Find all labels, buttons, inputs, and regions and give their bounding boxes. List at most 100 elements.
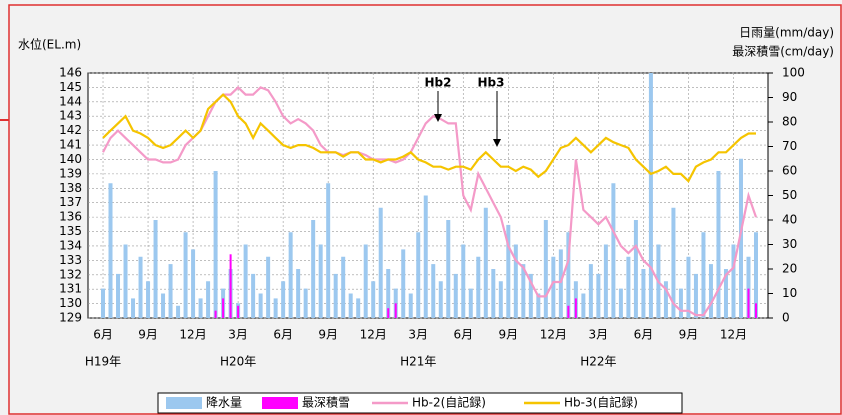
bar (536, 293, 541, 318)
y2-tick-label: 40 (782, 213, 797, 227)
bar (258, 293, 263, 318)
bar (686, 256, 691, 318)
bar (311, 220, 316, 318)
y-title: 水位(EL.m) (18, 37, 81, 52)
bar (416, 232, 421, 318)
year-label: H22年 (580, 355, 616, 369)
bar (551, 256, 556, 318)
bar (521, 264, 526, 318)
bar (701, 232, 706, 318)
x-tick-label: 9月 (679, 328, 699, 342)
bar (453, 273, 458, 318)
y-tick-label: 140 (59, 152, 82, 166)
x-tick-label: 9月 (498, 328, 518, 342)
y-tick-label: 134 (59, 238, 82, 252)
y2-tick-label: 30 (782, 237, 797, 251)
bar (243, 244, 248, 318)
bar (723, 269, 728, 318)
bar (648, 73, 653, 318)
y2-tick-label: 10 (782, 286, 797, 300)
bar (611, 183, 616, 318)
y-tick-label: 144 (59, 94, 82, 108)
annotation-arrow (493, 139, 501, 147)
bar (408, 293, 413, 318)
x-tick-label: 6月 (453, 328, 473, 342)
y2-tick-label: 0 (782, 311, 790, 325)
bar (528, 273, 533, 318)
bar (168, 264, 173, 318)
bar (663, 281, 668, 318)
bar (229, 254, 232, 318)
bar (251, 273, 256, 318)
frame (8, 4, 842, 415)
y-tick-label: 142 (59, 123, 82, 137)
bar (618, 288, 623, 318)
y-tick-label: 138 (59, 181, 82, 195)
y-tick-label: 132 (59, 267, 82, 281)
legend-label: 降水量 (206, 396, 242, 410)
x-tick-label: 6月 (93, 328, 113, 342)
bar (101, 288, 106, 318)
bar (198, 298, 203, 318)
bar (108, 183, 113, 318)
bar (296, 269, 301, 318)
bar (566, 232, 571, 318)
bar (371, 281, 376, 318)
y2-title: 最深積雪(cm/day) (732, 44, 834, 59)
bar (131, 298, 136, 318)
bar (476, 256, 481, 318)
bar (123, 244, 128, 318)
bar (746, 256, 751, 318)
bar (498, 281, 503, 318)
bar (288, 232, 293, 318)
bar (588, 264, 593, 318)
x-tick-label: 6月 (273, 328, 293, 342)
bar (318, 244, 323, 318)
y-tick-label: 139 (59, 166, 82, 180)
bar (138, 256, 143, 318)
bar (753, 232, 758, 318)
bar (754, 303, 757, 318)
y2-tick-label: 80 (782, 115, 797, 129)
year-label: H19年 (85, 355, 121, 369)
year-label: H20年 (220, 355, 256, 369)
y2-tick-label: 60 (782, 164, 797, 178)
bar (183, 232, 188, 318)
bar (146, 281, 151, 318)
bar (543, 220, 548, 318)
x-tick-label: 12月 (540, 328, 567, 342)
y-tick-label: 145 (59, 80, 82, 94)
bar (423, 195, 428, 318)
bar (266, 256, 271, 318)
y-tick-label: 141 (59, 138, 82, 152)
bar (303, 288, 308, 318)
bar (214, 310, 217, 318)
year-label: H21年 (400, 355, 436, 369)
x-tick-label: 3月 (228, 328, 248, 342)
bar (461, 244, 466, 318)
bar (348, 293, 353, 318)
bar (671, 207, 676, 318)
bar (567, 305, 570, 318)
y2-tick-label: 100 (782, 66, 805, 80)
bar (731, 244, 736, 318)
bar (513, 244, 518, 318)
bar (333, 273, 338, 318)
bar (206, 281, 211, 318)
y2-tick-label: 70 (782, 139, 797, 153)
bar (356, 298, 361, 318)
x-tick-label: 12月 (360, 328, 387, 342)
bar (747, 288, 750, 318)
bar (191, 249, 196, 318)
legend-label: Hb-3(自記録) (564, 395, 638, 410)
bar (581, 293, 586, 318)
bar (603, 244, 608, 318)
y-tick-label: 137 (59, 195, 82, 209)
bar (281, 281, 286, 318)
bar (446, 220, 451, 318)
y-tick-label: 131 (59, 282, 82, 296)
bar (738, 158, 743, 318)
y2-tick-label: 90 (782, 90, 797, 104)
bar (693, 273, 698, 318)
